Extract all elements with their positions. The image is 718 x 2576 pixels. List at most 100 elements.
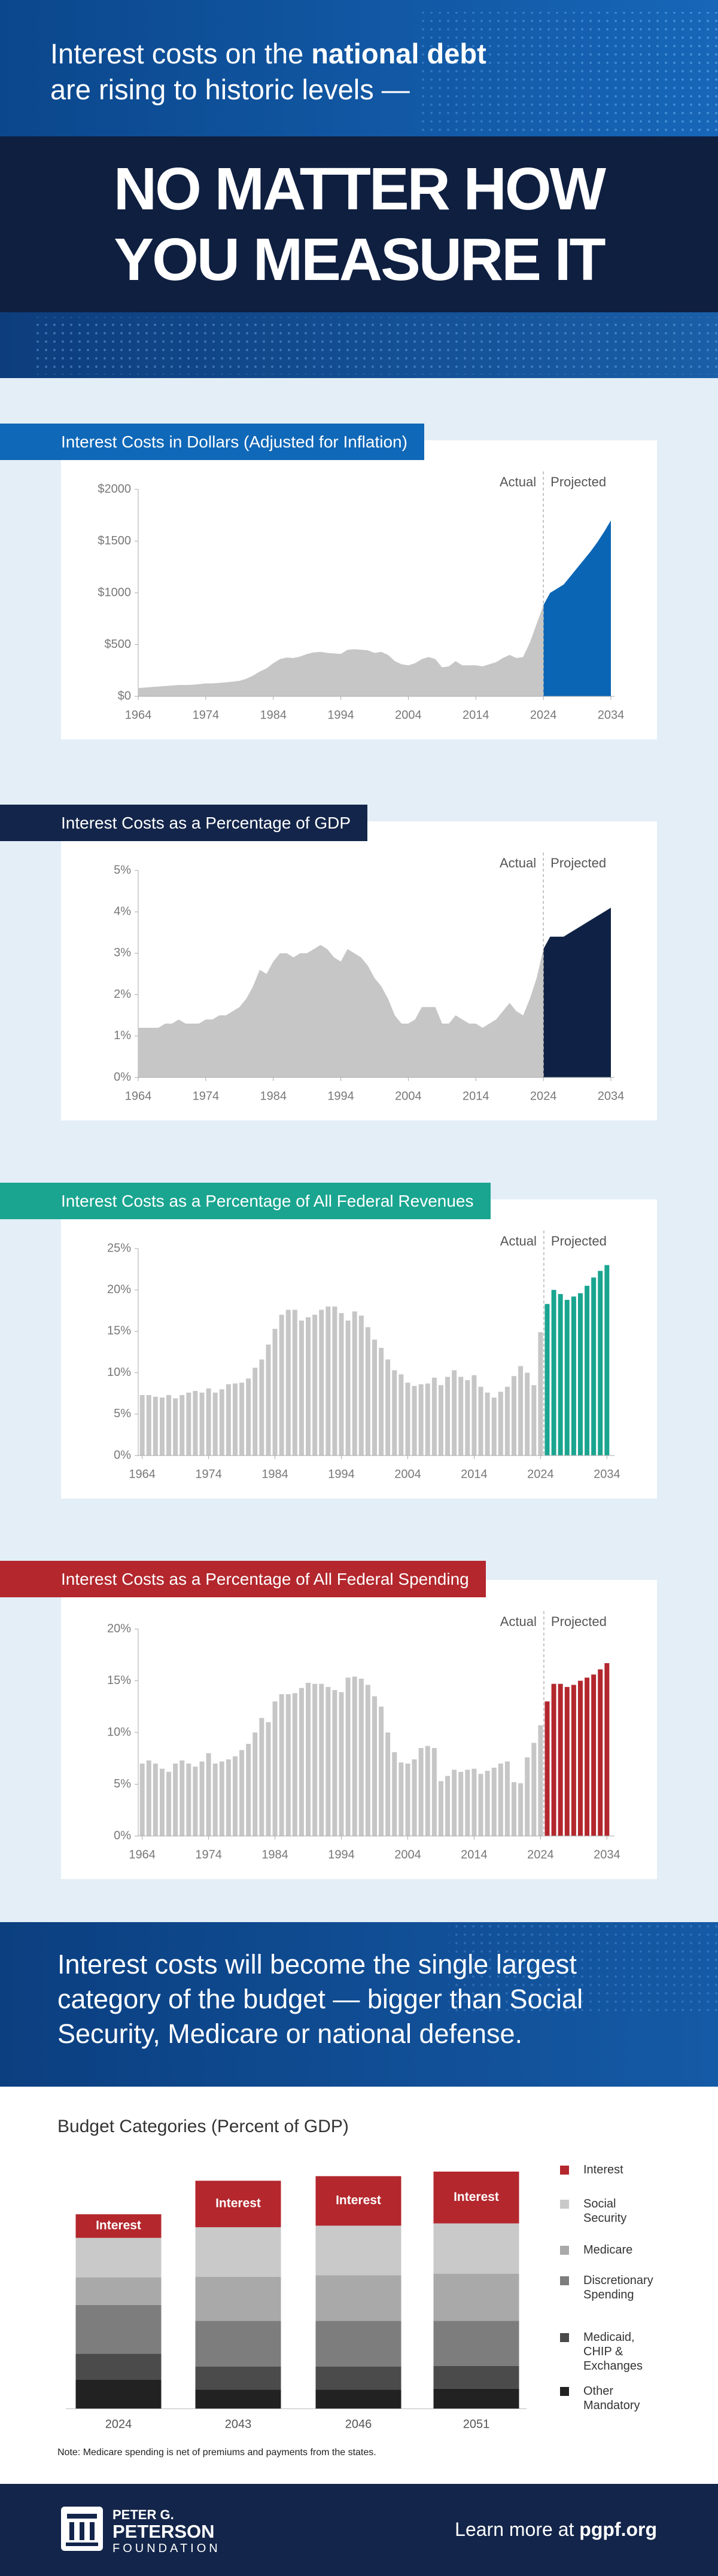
legend-swatch — [560, 2166, 569, 2175]
intro-text: Interest costs on the — [50, 38, 304, 69]
chart-panel: $0 $500 $1000 $1500 $2000 1964 1974 1984 1994 200… — [61, 440, 657, 739]
y-tick-label: 20% — [107, 1622, 131, 1635]
bar-segment — [75, 2237, 162, 2277]
bar — [577, 1293, 583, 1456]
y-tick-label: 0% — [114, 1448, 131, 1461]
chart: $0 $500 $1000 $1500 $2000 1964 1974 1984 1994 200… — [98, 471, 624, 721]
bar — [153, 1763, 158, 1836]
x-tick-label: 1974 — [195, 1467, 222, 1481]
bar-segment — [315, 2275, 401, 2321]
bar — [339, 1692, 344, 1836]
x-tick-label: 2004 — [395, 708, 422, 721]
bar — [385, 1732, 391, 1836]
bar — [538, 1332, 543, 1456]
bar — [246, 1744, 251, 1836]
y-tick-label: 15% — [107, 1674, 131, 1687]
x-tick-label: 2024 — [530, 1089, 557, 1103]
bar — [452, 1370, 457, 1456]
bar — [233, 1756, 238, 1836]
bar — [445, 1776, 451, 1836]
bar — [598, 1271, 603, 1456]
dot-band — [0, 312, 718, 378]
x-tick-label: 1964 — [125, 1089, 152, 1103]
bar — [219, 1389, 224, 1456]
bar — [173, 1398, 178, 1456]
bar — [252, 1732, 258, 1836]
bar — [405, 1763, 410, 1836]
bar — [186, 1392, 191, 1456]
y-tick-label: $0 — [118, 689, 131, 702]
x-tick-label: 1974 — [193, 708, 220, 721]
chart: 0% 1% 2% 3% 4% 5% 1964 1974 1984 1994 2004 2014 2024… — [114, 852, 624, 1103]
bar — [491, 1767, 497, 1836]
y-tick-label: 1% — [114, 1029, 131, 1042]
legend-swatch — [560, 2200, 569, 2209]
dot-pattern — [36, 317, 718, 374]
bar-segment — [315, 2176, 401, 2226]
x-tick-label: 2024 — [105, 2417, 132, 2431]
bar — [478, 1774, 483, 1836]
bar — [585, 1286, 590, 1456]
x-tick-label: 2043 — [225, 2417, 252, 2431]
series-label: Projected — [550, 474, 606, 489]
intro: Interest costs on the national debt are r… — [50, 36, 486, 108]
bar — [292, 1310, 297, 1456]
bar — [458, 1771, 464, 1836]
y-tick-label: 10% — [107, 1725, 131, 1738]
bar — [485, 1771, 490, 1836]
series-label: Projected — [551, 1234, 607, 1249]
bar — [412, 1386, 417, 1456]
bar — [564, 1299, 570, 1456]
bar — [239, 1750, 245, 1836]
x-tick-label: 1974 — [193, 1089, 220, 1103]
legend-swatch — [560, 2276, 569, 2285]
bar — [544, 1701, 550, 1836]
series-label: Actual — [500, 1614, 537, 1629]
bar — [604, 1663, 610, 1836]
chart-panel: 0% 1% 2% 3% 4% 5% 1964 1974 1984 1994 2004 2014 2024… — [61, 821, 657, 1120]
chart-panel: 0% 5% 10% 15% 20% 1964 1974 1984 1994 2004 2014 202… — [61, 1580, 657, 1879]
segment-label: Interest — [336, 2194, 381, 2207]
bar — [319, 1310, 324, 1456]
x-tick-label: 1994 — [328, 1467, 355, 1481]
bar — [412, 1759, 417, 1836]
bar — [166, 1394, 172, 1456]
bar — [491, 1397, 497, 1456]
header: Interest costs on the national debt are r… — [0, 0, 718, 138]
bar — [199, 1761, 205, 1836]
series-label: Projected — [551, 1614, 607, 1629]
legend-swatch — [560, 2387, 569, 2396]
bar — [465, 1770, 470, 1836]
bar — [551, 1290, 556, 1456]
bar — [431, 1377, 437, 1456]
bar — [312, 1314, 318, 1456]
bar — [518, 1783, 524, 1836]
bar — [538, 1725, 543, 1836]
bar — [239, 1383, 245, 1456]
headline: NO MATTER HOW YOU MEASURE IT — [0, 136, 718, 313]
y-tick-label: 3% — [114, 946, 131, 960]
bar — [325, 1686, 331, 1836]
budget-section: Budget Categories (Percent of GDP) Inter… — [0, 2087, 718, 2484]
area — [138, 945, 544, 1077]
footer: PETER G. PETERSON FOUNDATION Learn more … — [0, 2484, 718, 2576]
logo-line: PETER G. — [112, 2507, 174, 2522]
legend-swatch — [560, 2246, 569, 2255]
chart: Interest 2024 Interest 2043 Interest 2046 Inte… — [66, 2172, 527, 2431]
series-label: Actual — [500, 855, 536, 870]
bar — [299, 1688, 304, 1836]
bar — [312, 1683, 318, 1836]
x-tick-label: 2024 — [527, 1848, 554, 1861]
bar — [598, 1669, 603, 1836]
bar — [504, 1387, 510, 1456]
bar — [159, 1768, 165, 1836]
bar — [551, 1683, 556, 1836]
legend-label: Discretionary Spending — [583, 2274, 653, 2301]
x-tick-label: 2004 — [394, 1848, 421, 1861]
bar — [139, 1763, 145, 1836]
bar-segment — [195, 2276, 281, 2321]
bar — [398, 1762, 404, 1836]
bar — [173, 1763, 178, 1836]
learn-link[interactable]: pgpf.org — [579, 2519, 657, 2540]
bar — [478, 1387, 483, 1456]
